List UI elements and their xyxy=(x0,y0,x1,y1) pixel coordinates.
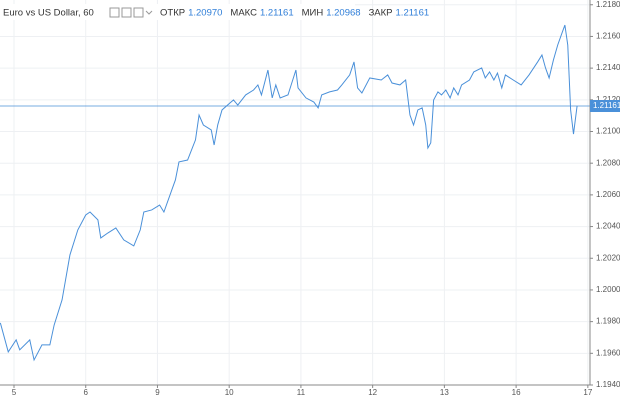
icon[interactable] xyxy=(133,7,144,18)
ohlc-label: ЗАКР xyxy=(369,8,393,19)
y-tick-label: 1.21000 xyxy=(596,127,620,136)
y-tick-label: 1.21400 xyxy=(596,63,620,72)
y-tick-label: 1.19800 xyxy=(596,317,620,326)
y-tick-label: 1.20200 xyxy=(596,253,620,262)
chart-title: Euro vs US Dollar, 60 xyxy=(3,8,94,19)
y-tick-label: 1.20400 xyxy=(596,222,620,231)
ohlc-label: МИН xyxy=(302,8,324,19)
ohlc-value: 1.20970 xyxy=(188,8,222,19)
price-label: 1.21161 xyxy=(593,101,620,110)
y-tick-label: 1.21800 xyxy=(596,0,620,9)
price-line-series xyxy=(0,24,578,362)
x-tick-label: 12 xyxy=(368,388,377,397)
ohlc-label: МАКС xyxy=(230,8,257,19)
icon[interactable] xyxy=(109,7,120,18)
x-tick-label: 13 xyxy=(440,388,449,397)
y-tick-label: 1.20000 xyxy=(596,285,620,294)
x-tick-label: 9 xyxy=(155,388,160,397)
ohlc-label: ОТКР xyxy=(160,8,185,19)
ohlc-value: 1.21161 xyxy=(396,8,430,19)
price-label-box xyxy=(590,99,620,112)
dropdown[interactable] xyxy=(145,10,153,15)
ohlc-value: 1.21161 xyxy=(260,8,294,19)
x-tick-label: 6 xyxy=(83,388,88,397)
plot xyxy=(0,24,590,362)
icon[interactable] xyxy=(121,7,132,18)
y-tick-label: 1.21600 xyxy=(596,32,620,41)
legend-bg xyxy=(0,4,355,20)
x-tick-label: 11 xyxy=(297,388,306,397)
x-tick-label: 5 xyxy=(12,388,17,397)
x-tick-label: 16 xyxy=(512,388,521,397)
x-tick-label: 10 xyxy=(225,388,234,397)
ohlc-value: 1.20968 xyxy=(326,8,360,19)
y-tick-label: 1.20800 xyxy=(596,158,620,167)
legend: Euro vs US Dollar, 60 ОТКР 1.20970 МАКС 1.2… xyxy=(0,4,429,20)
y-tick-label: 1.19400 xyxy=(596,380,620,389)
y-tick-label: 1.20600 xyxy=(596,190,620,199)
x-tick-label: 17 xyxy=(583,388,592,397)
y-tick-label: 1.19600 xyxy=(596,348,620,357)
y-tick-label: 1.21200 xyxy=(596,95,620,104)
